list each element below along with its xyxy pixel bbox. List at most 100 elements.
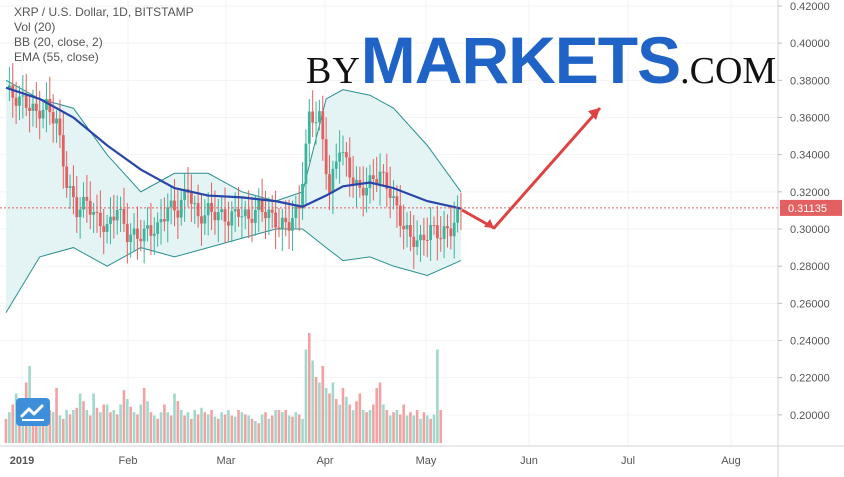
volume-bar	[210, 410, 213, 443]
volume-bar	[65, 410, 68, 443]
candle-body	[206, 203, 210, 216]
volume-bar	[223, 414, 227, 443]
legend-ema: EMA (55, close)	[14, 50, 99, 64]
candle-body	[442, 226, 446, 239]
volume-bar	[35, 410, 38, 443]
candle-body	[425, 239, 429, 241]
volume-bar	[105, 404, 109, 443]
volume-bar	[173, 393, 176, 443]
volume-bar	[55, 388, 58, 443]
candle-body	[146, 225, 149, 229]
volume-bar	[163, 404, 166, 443]
candle-body	[166, 207, 170, 222]
volume-bar	[95, 407, 99, 443]
volume-bar	[233, 416, 237, 443]
candle-body	[334, 161, 338, 169]
tradingview-logo-icon[interactable]	[16, 398, 50, 426]
candle-body	[291, 217, 294, 231]
candle-body	[115, 209, 119, 221]
volume-bar	[419, 418, 422, 443]
candle-body	[88, 200, 92, 215]
volume-bar	[92, 393, 95, 443]
volume-bar	[311, 360, 314, 443]
volume-bar	[61, 418, 65, 443]
volume-bar	[196, 414, 200, 443]
time-tick-label: Apr	[316, 455, 333, 467]
candle-body	[102, 226, 106, 233]
candle-body	[355, 179, 358, 185]
volume-bar	[169, 415, 173, 443]
candle-body	[344, 152, 348, 158]
volume-bar	[368, 410, 372, 443]
candle-body	[378, 171, 382, 184]
volume-bar	[351, 410, 355, 443]
legend-volume: Vol (20)	[14, 20, 56, 34]
candle-body	[311, 111, 315, 123]
candle-body	[371, 175, 375, 180]
volume-bar	[112, 410, 116, 443]
volume-bar	[398, 414, 402, 443]
bymarkets-watermark: BYMARKETS.COM	[306, 22, 776, 98]
volume-bar	[361, 410, 365, 443]
candle-body	[85, 196, 89, 201]
volume-bar	[149, 412, 153, 443]
candle-body	[216, 212, 220, 221]
volume-bar	[409, 412, 412, 443]
price-tick-label: 0.34000	[790, 150, 830, 162]
volume-bar	[179, 410, 183, 443]
volume-bar	[237, 410, 240, 443]
candle-body	[409, 225, 412, 237]
volume-bar	[395, 410, 399, 443]
volume-bar	[314, 377, 318, 443]
candle-body	[237, 209, 240, 217]
candle-body	[415, 240, 419, 247]
candle-body	[200, 216, 203, 224]
candle-body	[139, 238, 143, 242]
volume-bar	[388, 415, 392, 443]
volume-bar	[355, 401, 358, 443]
volume-bar	[85, 410, 89, 443]
candle-body	[210, 203, 213, 212]
time-tick-label: Feb	[119, 455, 138, 467]
volume-bar	[432, 414, 436, 443]
candle-body	[324, 139, 328, 175]
volume-bar	[8, 412, 11, 443]
candle-body	[223, 209, 227, 222]
candle-body	[65, 166, 69, 188]
candle-body	[301, 183, 304, 209]
candle-body	[78, 209, 82, 218]
volume-bar	[274, 410, 277, 443]
volume-bar	[126, 399, 129, 443]
candle-body	[38, 110, 42, 119]
price-tick-label: 0.24000	[790, 336, 830, 348]
candle-body	[405, 225, 409, 230]
volume-bar	[321, 366, 325, 443]
volume-bar	[372, 404, 375, 443]
volume-bar	[267, 418, 271, 443]
candle-body	[435, 225, 439, 239]
volume-bar	[75, 407, 79, 443]
candle-body	[328, 174, 331, 194]
volume-bar	[183, 415, 186, 443]
volume-bar	[115, 414, 119, 443]
price-tick-label: 0.40000	[790, 38, 830, 50]
forecast-arrowhead-down	[484, 219, 494, 228]
candle-body	[260, 199, 264, 213]
volume-bar	[308, 333, 311, 443]
candle-body	[264, 212, 267, 219]
volume-bar	[318, 382, 321, 443]
volume-bar	[166, 412, 170, 443]
candle-body	[422, 234, 426, 240]
candle-body	[412, 236, 416, 247]
candle-body	[392, 196, 395, 199]
candle-body	[98, 212, 102, 227]
candle-body	[449, 228, 453, 237]
candle-body	[274, 212, 277, 228]
candle-body	[183, 189, 187, 200]
candle-body	[122, 208, 126, 224]
volume-bar	[250, 418, 254, 443]
time-tick-label: Jul	[621, 455, 635, 467]
volume-bar	[284, 410, 288, 443]
volume-bar	[436, 349, 439, 443]
